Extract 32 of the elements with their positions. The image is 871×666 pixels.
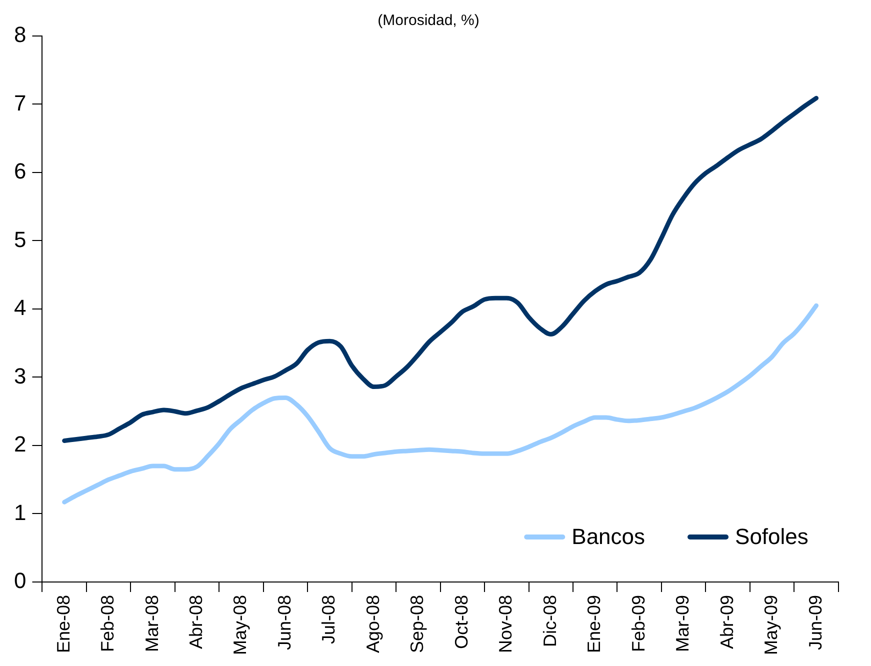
y-tick-label: 1 (14, 500, 26, 525)
y-tick-label: 8 (14, 22, 26, 48)
x-tick-label: Abr-08 (186, 594, 206, 650)
x-tick-label: Jun-08 (274, 594, 294, 650)
x-tick-label: Dic-08 (540, 594, 560, 647)
x-tick-label: Abr-09 (716, 594, 737, 650)
x-tick-label: May-09 (761, 594, 782, 656)
x-tick-label: May-08 (230, 594, 250, 656)
x-tick-label: Jun-09 (805, 594, 826, 650)
x-tick-label: Mar-08 (142, 594, 162, 652)
y-tick-label: 5 (14, 226, 26, 252)
y-tick-label: 2 (14, 432, 26, 457)
x-tick-label: Mar-09 (672, 594, 693, 652)
y-tick-label: 7 (14, 90, 26, 116)
y-tick-label: 3 (14, 363, 26, 388)
x-tick-label: Ene-08 (53, 594, 74, 654)
legend-label: Bancos (572, 524, 646, 550)
y-tick-label: 4 (14, 295, 26, 320)
x-tick-label: Oct-08 (451, 594, 472, 650)
line-series (62, 303, 819, 504)
x-tick-label: Sep-08 (407, 594, 428, 654)
line-series (62, 96, 819, 443)
y-tick-label: 0 (14, 568, 26, 594)
legend-label: Sofoles (735, 524, 808, 550)
x-tick-label: Ene-09 (584, 594, 604, 654)
x-tick-label: Nov-08 (496, 594, 516, 654)
y-tick-label: 6 (14, 158, 26, 184)
x-tick-label: Jul-08 (318, 594, 339, 644)
x-tick-label: Feb-08 (98, 594, 118, 652)
x-tick-label: Feb-09 (628, 594, 648, 652)
chart-subtitle: (Morosidad, %) (378, 12, 480, 30)
x-tick-label: Ago-08 (362, 594, 383, 654)
